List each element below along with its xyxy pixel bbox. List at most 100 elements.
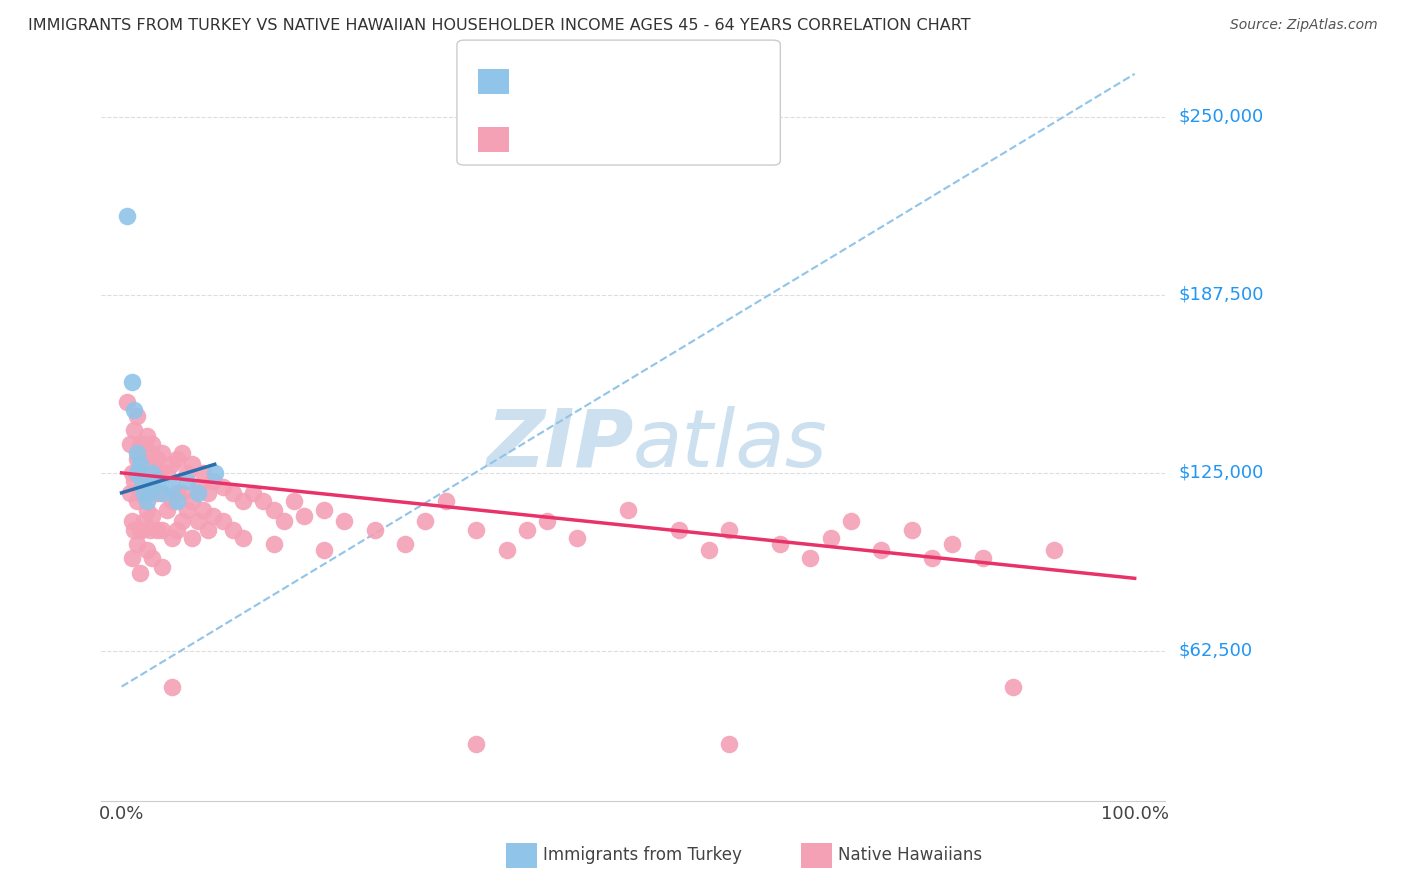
Point — [122, 423, 145, 437]
Point — [333, 514, 356, 528]
Point — [166, 494, 188, 508]
Point — [125, 466, 148, 480]
Point — [125, 451, 148, 466]
Point — [465, 737, 488, 751]
Point — [870, 542, 893, 557]
Point — [263, 503, 285, 517]
Point — [149, 466, 172, 480]
Point — [273, 514, 295, 528]
Point — [121, 466, 143, 480]
Point — [122, 475, 145, 489]
Point — [122, 523, 145, 537]
Point — [150, 485, 173, 500]
Point — [181, 532, 204, 546]
Point — [135, 494, 157, 508]
Point — [150, 485, 173, 500]
Point — [135, 429, 157, 443]
Point — [115, 394, 138, 409]
Point — [146, 475, 169, 489]
Point — [160, 680, 183, 694]
Point — [465, 523, 488, 537]
Point — [252, 494, 274, 508]
Point — [191, 466, 214, 480]
Point — [166, 451, 188, 466]
Point — [394, 537, 416, 551]
Point — [128, 523, 150, 537]
Point — [132, 485, 155, 500]
Point — [900, 523, 922, 537]
Text: $62,500: $62,500 — [1180, 642, 1253, 660]
Point — [135, 466, 157, 480]
Point — [434, 494, 457, 508]
Point — [495, 542, 517, 557]
Point — [122, 403, 145, 417]
Text: R =  0.112   N =   18: R = 0.112 N = 18 — [517, 70, 690, 87]
Point — [132, 480, 155, 494]
Point — [415, 514, 437, 528]
Point — [516, 523, 538, 537]
Point — [799, 551, 821, 566]
Point — [131, 475, 153, 489]
Text: atlas: atlas — [633, 406, 828, 484]
Point — [156, 503, 179, 517]
Point — [128, 437, 150, 451]
Text: IMMIGRANTS FROM TURKEY VS NATIVE HAWAIIAN HOUSEHOLDER INCOME AGES 45 - 64 YEARS : IMMIGRANTS FROM TURKEY VS NATIVE HAWAIIA… — [28, 18, 970, 33]
Point — [121, 551, 143, 566]
Point — [160, 458, 183, 472]
Point — [204, 466, 226, 480]
Point — [197, 523, 219, 537]
Point — [176, 466, 198, 480]
Point — [141, 475, 163, 489]
Point — [232, 532, 254, 546]
Point — [125, 494, 148, 508]
Text: Immigrants from Turkey: Immigrants from Turkey — [543, 847, 741, 864]
Point — [121, 375, 143, 389]
Point — [222, 485, 245, 500]
Point — [201, 508, 224, 523]
Point — [118, 437, 141, 451]
Point — [141, 437, 163, 451]
Point — [166, 485, 188, 500]
Point — [131, 485, 153, 500]
Point — [697, 542, 720, 557]
Point — [131, 451, 153, 466]
Point — [139, 480, 162, 494]
Point — [160, 532, 183, 546]
Point — [941, 537, 963, 551]
Point — [121, 514, 143, 528]
Point — [139, 523, 162, 537]
Point — [186, 514, 208, 528]
Point — [141, 466, 163, 480]
Point — [118, 485, 141, 500]
Point — [181, 458, 204, 472]
Point — [146, 485, 169, 500]
Point — [972, 551, 994, 566]
Point — [820, 532, 842, 546]
Point — [160, 494, 183, 508]
Point — [176, 503, 198, 517]
Point — [135, 503, 157, 517]
Point — [212, 514, 235, 528]
Point — [156, 466, 179, 480]
Point — [146, 451, 169, 466]
Point — [132, 437, 155, 451]
Point — [141, 508, 163, 523]
Point — [128, 458, 150, 472]
Point — [263, 537, 285, 551]
Point — [769, 537, 792, 551]
Point — [232, 494, 254, 508]
Point — [1042, 542, 1064, 557]
Point — [186, 480, 208, 494]
Text: $125,000: $125,000 — [1180, 464, 1264, 482]
Text: Native Hawaiians: Native Hawaiians — [838, 847, 983, 864]
Point — [166, 523, 188, 537]
Point — [364, 523, 387, 537]
Point — [181, 494, 204, 508]
Point — [283, 494, 305, 508]
Point — [191, 503, 214, 517]
Text: $250,000: $250,000 — [1180, 108, 1264, 126]
Point — [128, 485, 150, 500]
Point — [128, 566, 150, 580]
Point — [718, 737, 741, 751]
Point — [125, 537, 148, 551]
